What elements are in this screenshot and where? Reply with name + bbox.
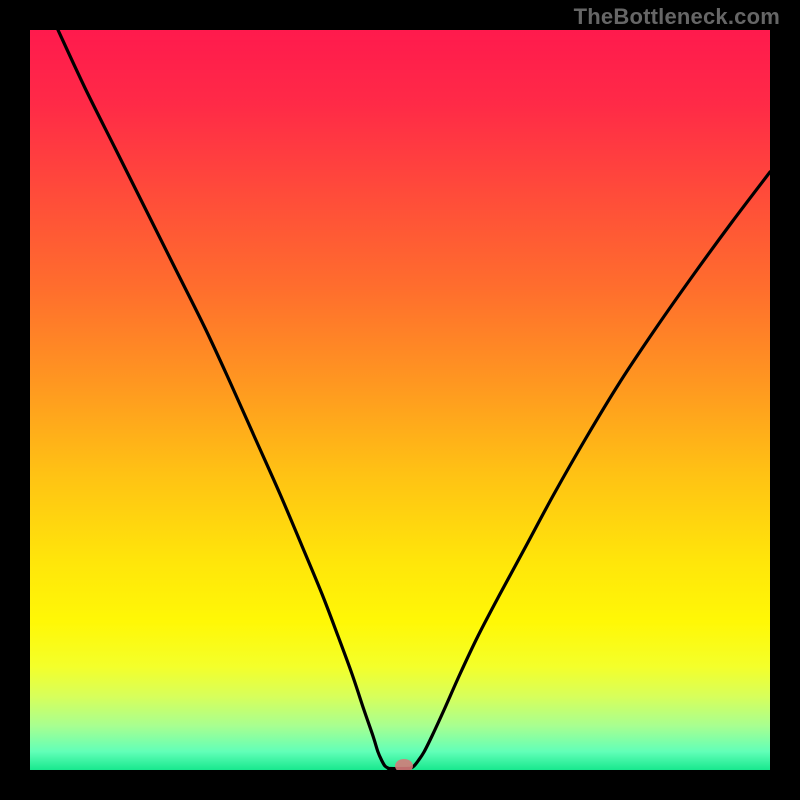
bottleneck-curve	[30, 30, 770, 770]
minimum-marker	[395, 759, 413, 770]
curve-path	[58, 30, 770, 769]
plot-area	[30, 30, 770, 770]
chart-frame: TheBottleneck.com	[0, 0, 800, 800]
watermark-label: TheBottleneck.com	[574, 4, 780, 30]
